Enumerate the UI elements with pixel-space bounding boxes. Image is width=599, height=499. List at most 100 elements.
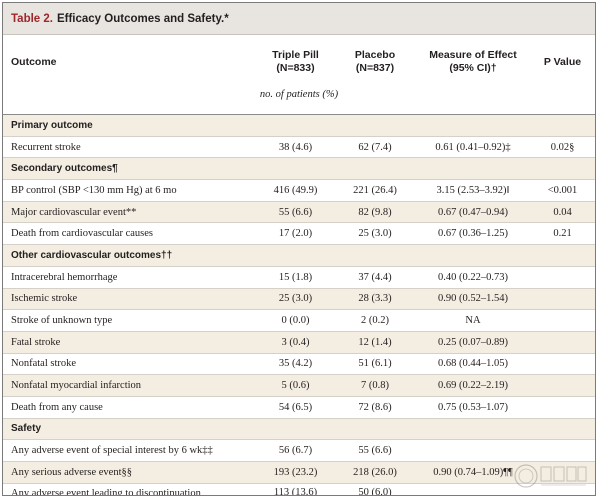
effect-value: 0.40 (0.22–0.73) [416, 266, 530, 289]
table-row: Death from any cause 54 (6.5) 72 (8.6) 0.75… [3, 396, 595, 419]
outcome-label: Death from any cause [3, 396, 257, 419]
outcome-label: Recurrent stroke [3, 136, 257, 159]
triple-pill-value: 0 (0.0) [257, 309, 334, 332]
table-row: Recurrent stroke 38 (4.6) 62 (7.4) 0.61 (0.… [3, 136, 595, 159]
triple-pill-value: 193 (23.2) [257, 461, 334, 484]
triple-pill-value: 416 (49.9) [257, 179, 334, 202]
effect-value: 0.90 (0.74–1.09)¶¶ [416, 461, 530, 484]
effect-value [416, 439, 530, 462]
p-value: 0.21 [530, 222, 595, 246]
p-value [530, 353, 595, 376]
table-row: Any serious adverse event§§ 193 (23.2) 218… [3, 461, 595, 484]
placebo-value: 28 (3.3) [334, 288, 416, 311]
outcome-label: Intracerebral hemorrhage [3, 266, 257, 289]
p-value [530, 288, 595, 311]
p-value: 0.02§ [530, 136, 595, 159]
section-label: Other cardiovascular outcomes†† [3, 244, 595, 267]
effect-value: 0.61 (0.41–0.92)‡ [416, 136, 530, 159]
triple-pill-value: 25 (3.0) [257, 288, 334, 311]
table-row: BP control (SBP <130 mm Hg) at 6 mo 416 (… [3, 179, 595, 202]
outcome-label: Major cardiovascular event** [3, 201, 257, 224]
column-header-row: Outcome Triple Pill (N=833) Placebo (N=8… [3, 35, 595, 89]
outcome-label: Death from cardiovascular causes [3, 222, 257, 246]
triple-pill-value: 55 (6.6) [257, 201, 334, 224]
efficacy-table: Outcome Triple Pill (N=833) Placebo (N=8… [3, 35, 595, 496]
placebo-value: 50 (6.0) [358, 486, 392, 496]
effect-value: 0.67 (0.36–1.25) [416, 222, 530, 246]
triple-pill-value: 15 (1.8) [257, 266, 334, 289]
outcome-label: Any adverse event leading to discontinua… [3, 483, 257, 496]
table-number: Table 2. [11, 12, 53, 25]
units-label: no. of patients (%) [3, 89, 595, 115]
p-value [530, 266, 595, 289]
table-row: Any adverse event leading to discontinua… [3, 483, 595, 496]
section-header-row: Other cardiovascular outcomes†† [3, 244, 595, 267]
p-value [530, 309, 595, 332]
p-value [530, 374, 595, 397]
placebo-value: 55 (6.6) [334, 439, 416, 462]
placebo-value: 12 (1.4) [334, 331, 416, 354]
effect-value: 0.69 (0.22–2.19) [416, 374, 530, 397]
table-row: Fatal stroke 3 (0.4) 12 (1.4) 0.25 (0.07–0.… [3, 331, 595, 354]
effect-value: 3.15 (2.53–3.92)‖ [416, 179, 530, 202]
outcome-label: Fatal stroke [3, 331, 257, 354]
col-header-effect: Measure of Effect (95% CI)† [416, 35, 530, 89]
section-header-row: Primary outcome [3, 114, 595, 137]
outcome-label: Stroke of unknown type [3, 309, 257, 332]
effect-value: 0.90 (0.52–1.54) [416, 288, 530, 311]
table-row: Stroke of unknown type 0 (0.0) 2 (0.2) NA [3, 309, 595, 332]
units-row: no. of patients (%) [3, 89, 595, 115]
p-value [530, 461, 595, 484]
col-header-effect-ci: (95% CI)† [449, 62, 497, 74]
outcome-label: Nonfatal stroke [3, 353, 257, 376]
table-row: Any adverse event of special interest by… [3, 439, 595, 462]
col-header-outcome: Outcome [11, 55, 57, 68]
triple-pill-value: 38 (4.6) [257, 136, 334, 159]
col-header-effect-name: Measure of Effect [429, 49, 517, 61]
placebo-value: 51 (6.1) [334, 353, 416, 376]
col-header-triple-pill: Triple Pill (N=833) [257, 35, 334, 89]
triple-pill-value: 35 (4.2) [257, 353, 334, 376]
outcome-label-line1: Any adverse event leading to discontinua… [11, 487, 201, 496]
placebo-value: 7 (0.8) [334, 374, 416, 397]
effect-value: 0.25 (0.07–0.89) [416, 331, 530, 354]
p-value: 0.04 [530, 201, 595, 224]
table-row: Nonfatal stroke 35 (4.2) 51 (6.1) 0.68 (0.4… [3, 353, 595, 376]
col-header-placebo-n: (N=837) [355, 62, 395, 74]
triple-pill-value: 113 (13.6) [273, 486, 318, 496]
table-body: Primary outcome Recurrent stroke 38 (4.6) 6… [3, 114, 595, 496]
effect-value: 0.67 (0.47–0.94) [416, 201, 530, 224]
placebo-value: 221 (26.4) [334, 179, 416, 202]
table-title: Table 2. Efficacy Outcomes and Safety.* [3, 3, 595, 35]
section-header-row: Safety [3, 418, 595, 441]
table-row: Major cardiovascular event** 55 (6.6) 82 (… [3, 201, 595, 224]
effect-value: NA [416, 309, 530, 332]
p-value [530, 331, 595, 354]
outcome-label: Ischemic stroke [3, 288, 257, 311]
placebo-value: 72 (8.6) [334, 396, 416, 419]
triple-pill-value: 3 (0.4) [257, 331, 334, 354]
col-header-placebo-name: Placebo [354, 49, 396, 61]
effect-value: 0.75 (0.53–1.07) [416, 396, 530, 419]
outcome-label: Any serious adverse event§§ [3, 461, 257, 484]
table-title-text: Efficacy Outcomes and Safety.* [56, 12, 229, 25]
placebo-value: 37 (4.4) [334, 266, 416, 289]
university-seal-watermark [513, 463, 587, 489]
table-row: Nonfatal myocardial infarction 5 (0.6) 7 (… [3, 374, 595, 397]
section-label: Safety [3, 418, 595, 441]
col-header-pvalue: P Value [543, 55, 582, 68]
placebo-value: 218 (26.0) [334, 461, 416, 484]
placebo-value: 25 (3.0) [334, 222, 416, 246]
triple-pill-value: 54 (6.5) [257, 396, 334, 419]
placebo-value: 82 (9.8) [334, 201, 416, 224]
effect-value: 0.68 (0.44–1.05) [416, 353, 530, 376]
col-header-triple-n: (N=833) [276, 62, 315, 74]
col-header-placebo: Placebo (N=837) [334, 35, 416, 89]
p-value: <0.001 [530, 179, 595, 202]
section-header-row: Secondary outcomes¶ [3, 157, 595, 181]
placebo-value: 62 (7.4) [334, 136, 416, 159]
triple-pill-value: 56 (6.7) [257, 439, 334, 462]
seal-icon [514, 464, 587, 488]
outcome-label: BP control (SBP <130 mm Hg) at 6 mo [3, 179, 257, 202]
